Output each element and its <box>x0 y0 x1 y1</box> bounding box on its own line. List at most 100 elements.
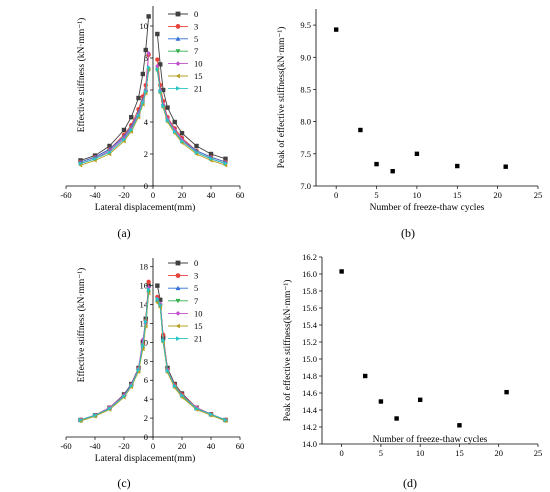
series-line-3 <box>156 296 226 421</box>
caption-d: (d) <box>403 476 417 490</box>
x-axis-title: Lateral displacement(mm) <box>95 453 196 464</box>
series-line-5 <box>156 299 226 421</box>
legend-marker-0 <box>175 11 181 17</box>
data-point <box>378 399 384 404</box>
series-line-21 <box>80 289 150 421</box>
data-point-0 <box>165 105 170 110</box>
y-tick-label: 14.2 <box>302 422 317 432</box>
legend-label-3: 3 <box>194 271 198 281</box>
x-tick-label: 5 <box>379 448 383 458</box>
x-tick-label: -20 <box>118 190 129 200</box>
data-point-21 <box>93 156 98 161</box>
x-tick-label: 40 <box>207 190 216 200</box>
series-line-7 <box>80 292 150 422</box>
data-point-0 <box>172 119 177 125</box>
x-tick-label: 15 <box>453 190 462 200</box>
data-point-10 <box>172 127 177 133</box>
panel-d-peak-stiffness-vs-cycles: 0 5 10 15 20 25 14.0 14.2 14.4 14.6 14.8 15.0 15.2 15… <box>282 252 542 458</box>
data-point-21 <box>107 406 112 411</box>
series-line-0 <box>80 16 150 161</box>
data-point-21 <box>93 413 98 418</box>
data-point-21 <box>143 89 148 94</box>
data-point-21 <box>78 417 83 423</box>
x-tick-label: -60 <box>60 441 71 451</box>
legend-label-5: 5 <box>194 34 198 44</box>
y-tick-label: 4 <box>144 394 149 404</box>
x-tick-label: -20 <box>118 441 129 451</box>
y-tick-label: 14 <box>140 300 149 310</box>
y-axis-title: Effective stiffness (kN·mm⁻¹) <box>76 18 87 133</box>
caption-c: (c) <box>117 476 130 490</box>
x-tick-label: 20 <box>178 441 187 451</box>
legend-marker-7 <box>175 298 181 304</box>
data-point-0 <box>140 71 146 77</box>
data-point-15 <box>155 300 160 305</box>
data-point-3 <box>146 279 151 285</box>
y-tick-label: 2 <box>144 413 148 423</box>
y-tick-label: 15.6 <box>302 303 317 313</box>
y-axis-title: Peak of effective stiffness(kN·mm⁻¹) <box>276 27 287 169</box>
data-point <box>394 416 399 421</box>
data-point-21 <box>146 287 151 292</box>
x-tick-label: 20 <box>493 190 502 200</box>
data-point <box>390 168 395 174</box>
data-point <box>455 163 460 169</box>
data-point-21 <box>194 150 199 155</box>
data-point-21 <box>158 89 163 94</box>
x-tick-label: -40 <box>89 441 100 451</box>
series-line-5 <box>80 290 150 421</box>
data-point-0 <box>158 62 163 67</box>
legend-marker-21 <box>176 336 181 341</box>
x-tick-label: 40 <box>207 441 216 451</box>
data-point-0 <box>129 115 134 120</box>
y-tick-label: 0 <box>144 181 148 191</box>
legend-marker-10 <box>175 311 181 316</box>
data-point-21 <box>122 394 127 399</box>
data-point-21 <box>129 383 134 389</box>
data-point-0 <box>146 14 151 19</box>
data-point-21 <box>209 412 214 417</box>
data-point-0 <box>143 47 148 53</box>
x-tick-label: 0 <box>151 441 155 451</box>
data-point-21 <box>165 368 170 373</box>
legend-marker-3 <box>175 23 181 29</box>
y-tick-label: 9.0 <box>300 52 311 62</box>
data-point-21 <box>129 127 134 133</box>
legend-marker-5 <box>175 285 181 291</box>
x-tick-label: -60 <box>60 190 71 200</box>
series-line-10 <box>156 298 226 421</box>
x-tick-label: 25 <box>534 190 543 200</box>
legend-label-15: 15 <box>194 71 203 81</box>
legend-marker-21 <box>176 86 181 91</box>
x-tick-label: 60 <box>236 441 245 451</box>
y-tick-label: 18 <box>140 262 149 272</box>
data-point-21 <box>223 161 228 166</box>
data-point-0 <box>208 151 214 157</box>
x-tick-label: 15 <box>455 448 464 458</box>
x-tick-label: 0 <box>151 190 155 200</box>
x-tick-label: 0 <box>340 448 344 458</box>
y-tick-label: 14.4 <box>302 405 318 415</box>
x-tick-label: 10 <box>413 190 422 200</box>
data-point-0 <box>194 143 199 149</box>
data-point-21 <box>78 161 83 166</box>
data-point-21 <box>146 65 151 70</box>
data-point-21 <box>155 296 160 302</box>
data-point-3 <box>155 57 160 62</box>
y-axis-title: Peak of effective stiffness(kN·mm⁻¹) <box>282 280 293 422</box>
x-tick-label: 20 <box>178 190 187 200</box>
data-point-0 <box>223 156 228 161</box>
data-point-0 <box>121 127 127 133</box>
y-tick-label: 16.0 <box>302 269 317 279</box>
x-axis-title: Number of freeze-thaw cycles <box>373 434 488 445</box>
y-axis-title: Effective stiffness (kN·mm⁻¹) <box>76 268 87 383</box>
y-tick-label: 14.8 <box>302 371 317 381</box>
data-point-10 <box>165 116 170 121</box>
data-point <box>358 127 363 133</box>
series-line-3 <box>80 281 150 421</box>
legend-label-3: 3 <box>194 21 198 31</box>
series-line-0 <box>80 285 150 421</box>
legend-label-7: 7 <box>194 296 198 306</box>
data-point <box>503 164 508 169</box>
